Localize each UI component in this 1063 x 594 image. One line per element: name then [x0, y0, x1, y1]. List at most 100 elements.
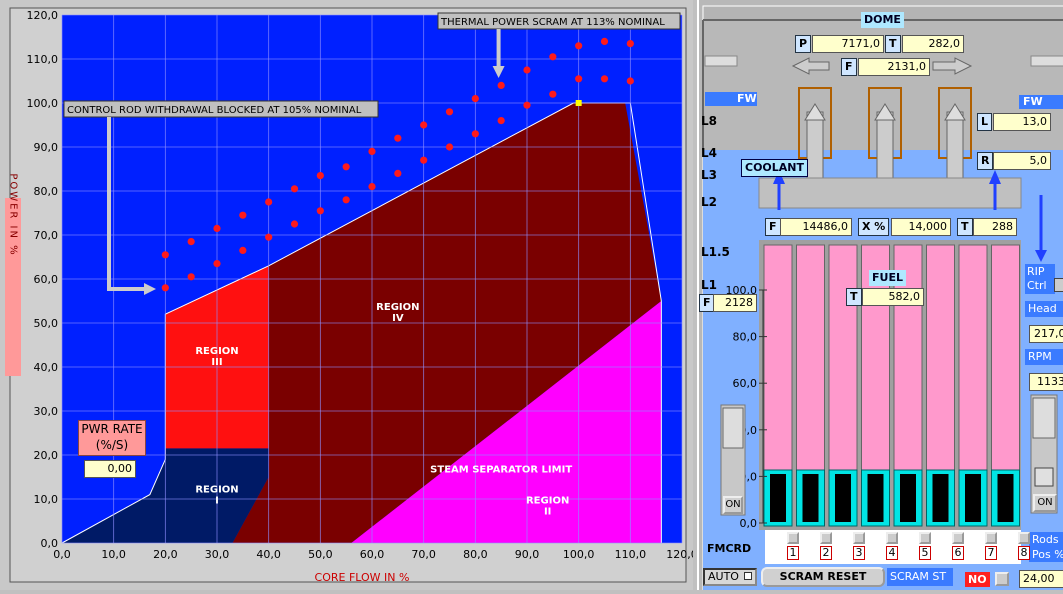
- scale-label: 80,0: [733, 331, 758, 344]
- auto-toggle[interactable]: AUTO: [703, 568, 757, 586]
- no-toggle: [994, 571, 1009, 586]
- left-on-button[interactable]: ON: [723, 496, 743, 514]
- x-tick-label: 110,0: [615, 548, 647, 561]
- x-tick-label: 20,0: [153, 548, 178, 561]
- water-level-value: 13,0: [993, 113, 1051, 131]
- fuel-channel-3: [828, 244, 858, 471]
- data-point: [575, 75, 583, 83]
- downcomer-arrow-icon: [1035, 250, 1047, 262]
- control-rod-7: [965, 474, 981, 522]
- steam-arrow-left-icon: [791, 57, 830, 75]
- head-label: Head: [1025, 301, 1063, 317]
- rod-select-toggle-5[interactable]: [919, 532, 931, 544]
- rip-control-toggle[interactable]: [1054, 278, 1063, 292]
- scale-label: 60,0: [733, 377, 758, 390]
- rod-select-toggle-6[interactable]: [952, 532, 964, 544]
- rod-number-label: 6: [952, 546, 964, 560]
- data-point: [471, 130, 479, 138]
- control-rod-2: [802, 474, 819, 522]
- region-label: I: [215, 495, 219, 506]
- steam-flow-value: 2131,0: [858, 58, 930, 76]
- rod-number-label: 4: [886, 546, 898, 560]
- control-rod-3: [835, 474, 851, 522]
- x-tick-label: 0,0: [53, 548, 71, 561]
- dome-t-tag: T: [885, 35, 901, 53]
- x-tick-label: 120,0: [666, 548, 693, 561]
- y-tick-label: 10,0: [34, 493, 59, 506]
- y-tick-label: 20,0: [34, 449, 59, 462]
- region-label: REGION: [195, 484, 238, 495]
- level-r-value: 5,0: [993, 152, 1051, 170]
- feedwater-right-label: FW: [1019, 95, 1063, 109]
- rod-select-toggle-2[interactable]: [820, 532, 832, 544]
- separator-arrow-3: [944, 103, 966, 121]
- data-point: [523, 66, 531, 74]
- scram-reset-button[interactable]: SCRAM RESET: [761, 567, 885, 587]
- head-value: 217,0: [1029, 325, 1063, 343]
- region-label: REGION: [526, 495, 569, 506]
- x-tick-label: 30,0: [205, 548, 230, 561]
- separator-riser-1: [806, 111, 824, 181]
- data-point: [265, 198, 273, 206]
- data-point: [187, 238, 195, 246]
- right-on-button[interactable]: ON: [1033, 494, 1057, 512]
- data-point: [239, 246, 247, 254]
- core-flow-left-value: 2128: [713, 294, 757, 312]
- shroud-head: [758, 177, 1022, 209]
- data-point: [549, 90, 557, 98]
- rod-block-arrow-shaft: [107, 117, 144, 291]
- quality-x-tag: X %: [858, 218, 890, 236]
- data-point: [316, 207, 324, 215]
- data-point: [394, 169, 402, 177]
- power-flow-map-panel: 0,0 10,0 20,0 30,0 40,0 50,0 60,0 70,0 80,0 90,0 1…: [5, 7, 698, 584]
- data-point: [342, 163, 350, 171]
- data-point: [265, 233, 273, 241]
- data-point: [420, 156, 428, 164]
- rod-number-label: 2: [820, 546, 832, 560]
- data-point: [497, 117, 505, 125]
- x-tick-label: 100,0: [563, 548, 595, 561]
- data-point: [549, 53, 557, 61]
- scale-label: 100,0: [726, 284, 758, 297]
- rip-control-label: RIP Ctrl: [1025, 264, 1055, 294]
- fuel-label: FUEL: [869, 270, 906, 286]
- coolant-f-tag: F: [765, 218, 781, 236]
- y-axis-label-bg: [5, 198, 21, 376]
- rod-block-arrow-head: [144, 283, 156, 295]
- level-mark-l3: L3: [701, 168, 717, 182]
- coolant-t-tag: T: [957, 218, 973, 236]
- y-tick-label: 120,0: [27, 9, 59, 22]
- rod-select-toggle-8[interactable]: [1018, 532, 1030, 544]
- data-point: [368, 147, 376, 155]
- scram-annotation: THERMAL POWER SCRAM AT 113% NOMINAL: [440, 17, 665, 28]
- scram-no-indicator[interactable]: NO: [965, 568, 1011, 587]
- y-tick-label: 60,0: [34, 273, 59, 286]
- x-tick-label: 80,0: [463, 548, 488, 561]
- rod-select-toggle-1[interactable]: [787, 532, 799, 544]
- control-rod-6: [932, 474, 949, 522]
- region-label: REGION: [376, 302, 419, 313]
- dome-p-tag: P: [795, 35, 812, 53]
- data-point: [523, 101, 531, 109]
- dome-label: DOME: [861, 12, 904, 28]
- y-tick-label: 80,0: [34, 185, 59, 198]
- rod-select-toggle-7[interactable]: [985, 532, 997, 544]
- data-point: [213, 260, 221, 268]
- data-point: [290, 185, 299, 193]
- data-point: [445, 143, 454, 151]
- rod-select-toggle-4[interactable]: [886, 532, 898, 544]
- data-point: [497, 81, 505, 89]
- steam-line-left: [704, 55, 738, 67]
- x-tick-label: 90,0: [515, 548, 540, 561]
- rod-select-toggle-3[interactable]: [853, 532, 865, 544]
- separator-riser-2: [876, 111, 894, 181]
- data-point: [600, 75, 609, 83]
- feedwater-left-label: FW: [705, 92, 757, 106]
- region-2-area: [351, 301, 662, 543]
- scram-status-label: SCRAM ST: [887, 568, 953, 586]
- x-axis-label: CORE FLOW IN %: [315, 571, 410, 584]
- rod-number-label: 3: [853, 546, 865, 560]
- region-label: REGION: [195, 346, 238, 357]
- data-point: [471, 95, 479, 103]
- dome-pressure-value: 7171,0: [812, 35, 884, 53]
